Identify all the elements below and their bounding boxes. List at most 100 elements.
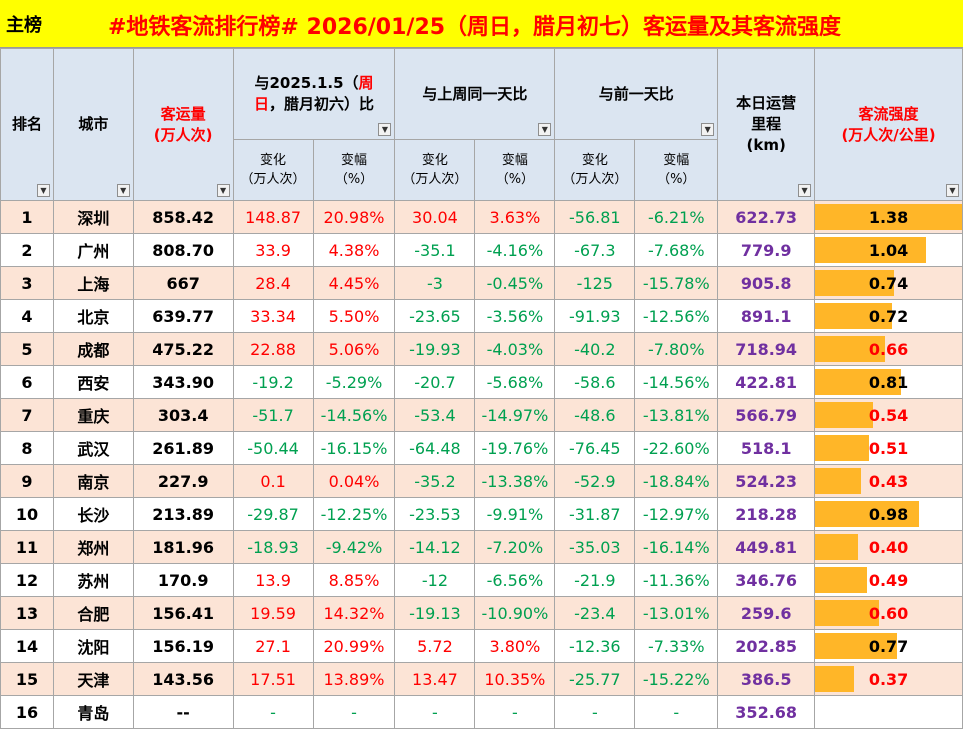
cell-dod-chg[interactable]: -56.81 bbox=[554, 200, 636, 234]
cell-km[interactable]: 622.73 bbox=[717, 200, 816, 234]
filter-dropdown-icon[interactable]: ▼ bbox=[946, 184, 959, 197]
cell-dod-pct[interactable]: -7.68% bbox=[634, 233, 719, 267]
cell-km[interactable]: 905.8 bbox=[717, 266, 816, 300]
cell-km[interactable]: 518.1 bbox=[717, 431, 816, 465]
cell-pax[interactable]: 808.70 bbox=[132, 233, 234, 267]
cell-pax[interactable]: 639.77 bbox=[132, 299, 234, 333]
cell-dod-pct[interactable]: -13.81% bbox=[634, 398, 719, 432]
cell-km[interactable]: 346.76 bbox=[717, 563, 816, 597]
cell-intensity[interactable]: 0.40 bbox=[814, 530, 963, 564]
cell-km[interactable]: 718.94 bbox=[717, 332, 816, 366]
cell-rank[interactable]: 15 bbox=[0, 662, 54, 696]
cell-km[interactable]: 779.9 bbox=[717, 233, 816, 267]
cell-wow-pct[interactable]: -0.45% bbox=[474, 266, 556, 300]
cell-pax[interactable]: 667 bbox=[132, 266, 234, 300]
cell-yoy-chg[interactable]: -19.2 bbox=[232, 365, 314, 399]
cell-km[interactable]: 891.1 bbox=[717, 299, 816, 333]
cell-yoy-chg[interactable]: -18.93 bbox=[232, 530, 314, 564]
cell-rank[interactable]: 3 bbox=[0, 266, 54, 300]
cell-yoy-pct[interactable]: 5.06% bbox=[312, 332, 396, 366]
cell-km[interactable]: 449.81 bbox=[717, 530, 816, 564]
cell-dod-pct[interactable]: -16.14% bbox=[634, 530, 719, 564]
cell-yoy-chg[interactable]: -50.44 bbox=[232, 431, 314, 465]
cell-intensity[interactable]: 0.49 bbox=[814, 563, 963, 597]
cell-dod-pct[interactable]: -14.56% bbox=[634, 365, 719, 399]
cell-rank[interactable]: 2 bbox=[0, 233, 54, 267]
cell-wow-chg[interactable]: -19.93 bbox=[394, 332, 476, 366]
cell-dod-pct[interactable]: -15.22% bbox=[634, 662, 719, 696]
cell-rank[interactable]: 9 bbox=[0, 464, 54, 498]
cell-yoy-pct[interactable]: 4.38% bbox=[312, 233, 396, 267]
cell-rank[interactable]: 5 bbox=[0, 332, 54, 366]
cell-city[interactable]: 合肥 bbox=[52, 596, 134, 630]
cell-pax[interactable]: 303.4 bbox=[132, 398, 234, 432]
cell-city[interactable]: 北京 bbox=[52, 299, 134, 333]
cell-pax[interactable]: 143.56 bbox=[132, 662, 234, 696]
cell-city[interactable]: 苏州 bbox=[52, 563, 134, 597]
cell-intensity[interactable]: 1.38 bbox=[814, 200, 963, 234]
cell-yoy-pct[interactable]: -9.42% bbox=[312, 530, 396, 564]
cell-dod-chg[interactable]: -67.3 bbox=[554, 233, 636, 267]
cell-wow-chg[interactable]: 5.72 bbox=[394, 629, 476, 663]
cell-rank[interactable]: 6 bbox=[0, 365, 54, 399]
cell-yoy-pct[interactable]: 8.85% bbox=[312, 563, 396, 597]
cell-yoy-pct[interactable]: -12.25% bbox=[312, 497, 396, 531]
cell-yoy-chg[interactable]: 148.87 bbox=[232, 200, 314, 234]
cell-rank[interactable]: 10 bbox=[0, 497, 54, 531]
cell-wow-pct[interactable]: -5.68% bbox=[474, 365, 556, 399]
cell-dod-chg[interactable]: -52.9 bbox=[554, 464, 636, 498]
cell-wow-pct[interactable]: 10.35% bbox=[474, 662, 556, 696]
cell-dod-chg[interactable]: -76.45 bbox=[554, 431, 636, 465]
cell-dod-pct[interactable]: -12.97% bbox=[634, 497, 719, 531]
cell-rank[interactable]: 7 bbox=[0, 398, 54, 432]
filter-dropdown-icon[interactable]: ▼ bbox=[538, 123, 552, 136]
cell-dod-chg[interactable]: -58.6 bbox=[554, 365, 636, 399]
cell-yoy-chg[interactable]: 28.4 bbox=[232, 266, 314, 300]
cell-dod-chg[interactable]: -35.03 bbox=[554, 530, 636, 564]
cell-intensity[interactable]: 0.54 bbox=[814, 398, 963, 432]
cell-rank[interactable]: 14 bbox=[0, 629, 54, 663]
cell-wow-chg[interactable]: -14.12 bbox=[394, 530, 476, 564]
cell-wow-pct[interactable]: - bbox=[474, 695, 556, 729]
cell-intensity[interactable]: 0.72 bbox=[814, 299, 963, 333]
cell-wow-pct[interactable]: 3.63% bbox=[474, 200, 556, 234]
cell-pax[interactable]: 156.19 bbox=[132, 629, 234, 663]
cell-city[interactable]: 广州 bbox=[52, 233, 134, 267]
cell-wow-chg[interactable]: -19.13 bbox=[394, 596, 476, 630]
cell-city[interactable]: 上海 bbox=[52, 266, 134, 300]
filter-dropdown-icon[interactable]: ▼ bbox=[378, 123, 392, 136]
cell-yoy-pct[interactable]: 0.04% bbox=[312, 464, 396, 498]
cell-wow-chg[interactable]: -12 bbox=[394, 563, 476, 597]
cell-km[interactable]: 202.85 bbox=[717, 629, 816, 663]
cell-city[interactable]: 郑州 bbox=[52, 530, 134, 564]
cell-intensity[interactable]: 0.37 bbox=[814, 662, 963, 696]
cell-rank[interactable]: 16 bbox=[0, 695, 54, 729]
cell-dod-chg[interactable]: -91.93 bbox=[554, 299, 636, 333]
cell-yoy-pct[interactable]: 20.99% bbox=[312, 629, 396, 663]
cell-km[interactable]: 386.5 bbox=[717, 662, 816, 696]
filter-dropdown-icon[interactable]: ▼ bbox=[216, 184, 230, 197]
cell-intensity[interactable]: 0.66 bbox=[814, 332, 963, 366]
cell-wow-pct[interactable]: -4.16% bbox=[474, 233, 556, 267]
cell-wow-pct[interactable]: -13.38% bbox=[474, 464, 556, 498]
filter-dropdown-icon[interactable]: ▼ bbox=[36, 184, 50, 197]
cell-dod-chg[interactable]: -48.6 bbox=[554, 398, 636, 432]
cell-dod-pct[interactable]: -13.01% bbox=[634, 596, 719, 630]
cell-yoy-chg[interactable]: -51.7 bbox=[232, 398, 314, 432]
cell-km[interactable]: 566.79 bbox=[717, 398, 816, 432]
cell-dod-chg[interactable]: -25.77 bbox=[554, 662, 636, 696]
cell-pax[interactable]: 213.89 bbox=[132, 497, 234, 531]
cell-yoy-chg[interactable]: 19.59 bbox=[232, 596, 314, 630]
cell-pax[interactable]: 170.9 bbox=[132, 563, 234, 597]
cell-wow-chg[interactable]: -23.53 bbox=[394, 497, 476, 531]
cell-intensity[interactable] bbox=[814, 695, 963, 729]
cell-wow-chg[interactable]: -20.7 bbox=[394, 365, 476, 399]
cell-dod-chg[interactable]: -31.87 bbox=[554, 497, 636, 531]
cell-rank[interactable]: 8 bbox=[0, 431, 54, 465]
cell-dod-pct[interactable]: -7.33% bbox=[634, 629, 719, 663]
cell-dod-chg[interactable]: -12.36 bbox=[554, 629, 636, 663]
cell-km[interactable]: 352.68 bbox=[717, 695, 816, 729]
cell-yoy-pct[interactable]: 5.50% bbox=[312, 299, 396, 333]
cell-dod-pct[interactable]: -11.36% bbox=[634, 563, 719, 597]
cell-pax[interactable]: 475.22 bbox=[132, 332, 234, 366]
